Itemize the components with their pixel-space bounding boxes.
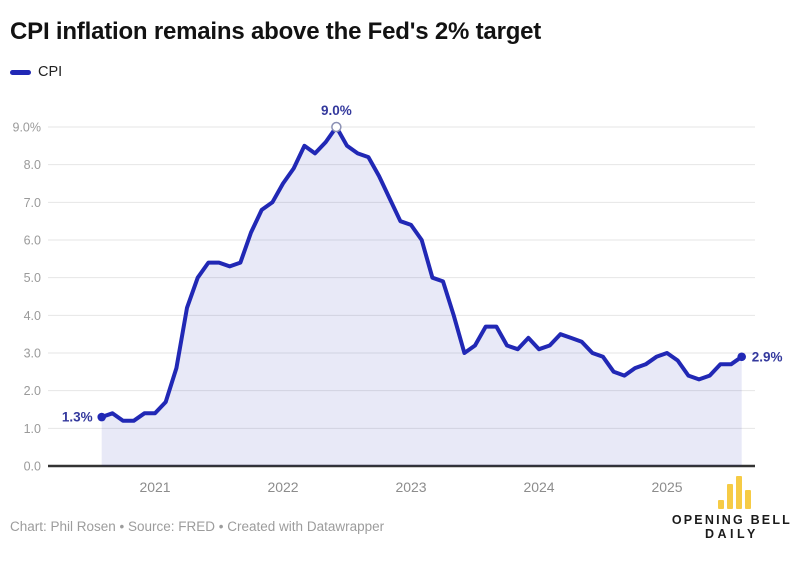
x-axis-year-label: 2025	[651, 479, 682, 495]
peak-marker	[331, 121, 342, 133]
point-marker	[97, 412, 106, 422]
x-axis-year-label: 2021	[139, 479, 170, 495]
value-annotation: 2.9%	[752, 349, 783, 364]
y-axis-tick-label: 2.0	[24, 384, 41, 398]
chart-title: CPI inflation remains above the Fed's 2%…	[10, 18, 542, 45]
footer-credit: Chart: Phil Rosen • Source: FRED • Creat…	[10, 519, 385, 534]
y-axis-tick-label: 4.0	[24, 309, 41, 323]
y-axis-tick-label: 1.0	[24, 422, 41, 436]
logo-text-line1: OPENING BELL	[671, 513, 792, 527]
point-marker	[737, 352, 747, 362]
y-axis-tick-label: 9.0%	[13, 121, 42, 135]
bar-chart-logo-icon	[717, 476, 751, 509]
legend-line-swatch	[10, 69, 31, 75]
y-axis-tick-label: 3.0	[24, 347, 41, 361]
y-axis-tick-label: 7.0	[24, 196, 41, 210]
opening-bell-daily-logo: OPENING BELL DAILY	[672, 476, 792, 541]
value-annotation: 1.3%	[62, 410, 93, 425]
cpi-line-chart: 9.0% 8.0 7.0 6.0 5.0 4.0 3.0 2.0 1.0 0.0 2021 2022 2…	[13, 103, 783, 495]
x-axis-year-label: 2022	[267, 479, 298, 495]
cpi-line	[99, 125, 744, 423]
y-axis-tick-label: 6.0	[24, 234, 41, 248]
legend-label: CPI	[38, 64, 63, 80]
y-axis-tick-label: 8.0	[24, 158, 41, 172]
logo-text-line2: DAILY	[704, 527, 759, 541]
x-axis-year-label: 2024	[523, 479, 554, 495]
legend: CPI	[10, 64, 62, 80]
y-axis-tick-label: 0.0	[24, 460, 41, 474]
value-annotation: 9.0%	[321, 103, 352, 118]
x-axis-year-label: 2023	[395, 479, 426, 495]
cpi-area-fill	[101, 127, 742, 466]
y-axis-tick-label: 5.0	[24, 271, 41, 285]
